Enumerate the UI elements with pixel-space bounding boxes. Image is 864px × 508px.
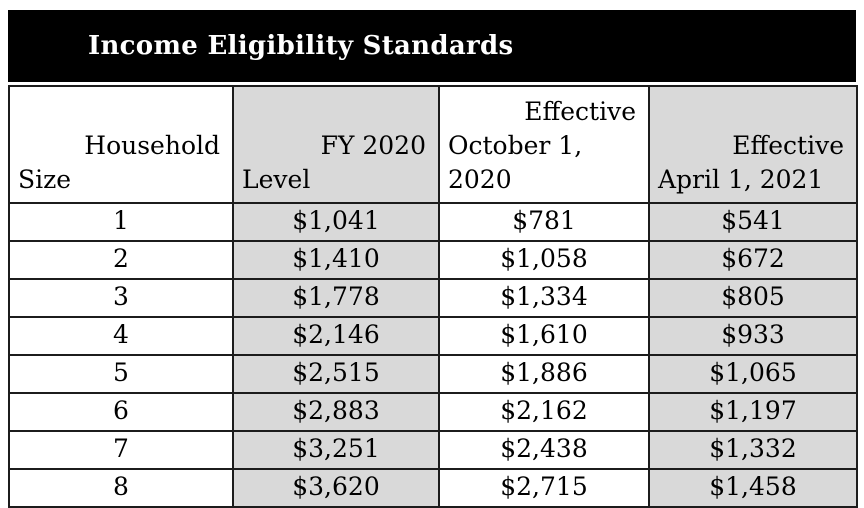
effective-oct-2020-cell: $1,058 — [438, 240, 650, 280]
effective-apr-2021-cell: $1,332 — [648, 430, 858, 470]
fy-2020-level-cell: $3,620 — [232, 468, 440, 508]
household-size-cell: 2 — [8, 240, 234, 280]
fy-2020-level-cell: $1,041 — [232, 202, 440, 242]
effective-apr-2021-cell: $933 — [648, 316, 858, 356]
fy-2020-level-cell: $1,778 — [232, 278, 440, 318]
effective-apr-2021-cell: $1,065 — [648, 354, 858, 394]
effective-oct-2020-cell: $781 — [438, 202, 650, 242]
header-line: 2020 — [448, 165, 512, 194]
household-size-cell: 4 — [8, 316, 234, 356]
table-row: 4 $2,146 $1,610 $933 — [8, 316, 858, 356]
column-header-effective-october-1-2020: Effective October 1, 2020 — [438, 85, 650, 204]
household-size-cell: 6 — [8, 392, 234, 432]
header-line: Effective — [732, 131, 844, 160]
income-eligibility-table: Household Size FY 2020 Level Effective O… — [8, 85, 858, 508]
column-header-household-size: Household Size — [8, 85, 234, 204]
effective-apr-2021-cell: $672 — [648, 240, 858, 280]
fy-2020-level-cell: $2,515 — [232, 354, 440, 394]
fy-2020-level-cell: $2,883 — [232, 392, 440, 432]
fy-2020-level-cell: $2,146 — [232, 316, 440, 356]
effective-oct-2020-cell: $2,162 — [438, 392, 650, 432]
table-row: 3 $1,778 $1,334 $805 — [8, 278, 858, 318]
header-row: Household Size FY 2020 Level Effective O… — [8, 85, 858, 204]
household-size-cell: 8 — [8, 468, 234, 508]
effective-apr-2021-cell: $805 — [648, 278, 858, 318]
header-line: October 1, — [448, 131, 583, 160]
header-line: Household — [84, 131, 220, 160]
household-size-cell: 5 — [8, 354, 234, 394]
effective-oct-2020-cell: $2,715 — [438, 468, 650, 508]
effective-apr-2021-cell: $1,458 — [648, 468, 858, 508]
table-row: 6 $2,883 $2,162 $1,197 — [8, 392, 858, 432]
table-row: 1 $1,041 $781 $541 — [8, 202, 858, 242]
column-header-effective-april-1-2021: Effective April 1, 2021 — [648, 85, 858, 204]
fy-2020-level-cell: $1,410 — [232, 240, 440, 280]
header-line: Size — [18, 165, 72, 194]
table-title-bar: Income Eligibility Standards — [8, 10, 856, 82]
effective-oct-2020-cell: $1,886 — [438, 354, 650, 394]
table-row: 5 $2,515 $1,886 $1,065 — [8, 354, 858, 394]
table-title: Income Eligibility Standards — [88, 31, 514, 61]
effective-oct-2020-cell: $1,334 — [438, 278, 650, 318]
household-size-cell: 3 — [8, 278, 234, 318]
header-line: Effective — [524, 97, 636, 126]
header-line: Level — [242, 165, 311, 194]
table-row: 7 $3,251 $2,438 $1,332 — [8, 430, 858, 470]
effective-apr-2021-cell: $1,197 — [648, 392, 858, 432]
table-row: 8 $3,620 $2,715 $1,458 — [8, 468, 858, 508]
household-size-cell: 1 — [8, 202, 234, 242]
header-line: April 1, 2021 — [658, 165, 824, 194]
fy-2020-level-cell: $3,251 — [232, 430, 440, 470]
household-size-cell: 7 — [8, 430, 234, 470]
effective-oct-2020-cell: $1,610 — [438, 316, 650, 356]
header-line: FY 2020 — [320, 131, 426, 160]
table-row: 2 $1,410 $1,058 $672 — [8, 240, 858, 280]
column-header-fy-2020-level: FY 2020 Level — [232, 85, 440, 204]
effective-apr-2021-cell: $541 — [648, 202, 858, 242]
effective-oct-2020-cell: $2,438 — [438, 430, 650, 470]
